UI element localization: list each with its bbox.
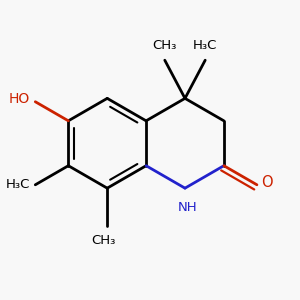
Text: HO: HO (9, 92, 30, 106)
Text: H₃C: H₃C (193, 39, 218, 52)
Text: CH₃: CH₃ (153, 39, 177, 52)
Text: H₃C: H₃C (5, 178, 30, 191)
Text: O: O (261, 175, 273, 190)
Text: NH: NH (177, 201, 197, 214)
Text: CH₃: CH₃ (92, 234, 116, 248)
